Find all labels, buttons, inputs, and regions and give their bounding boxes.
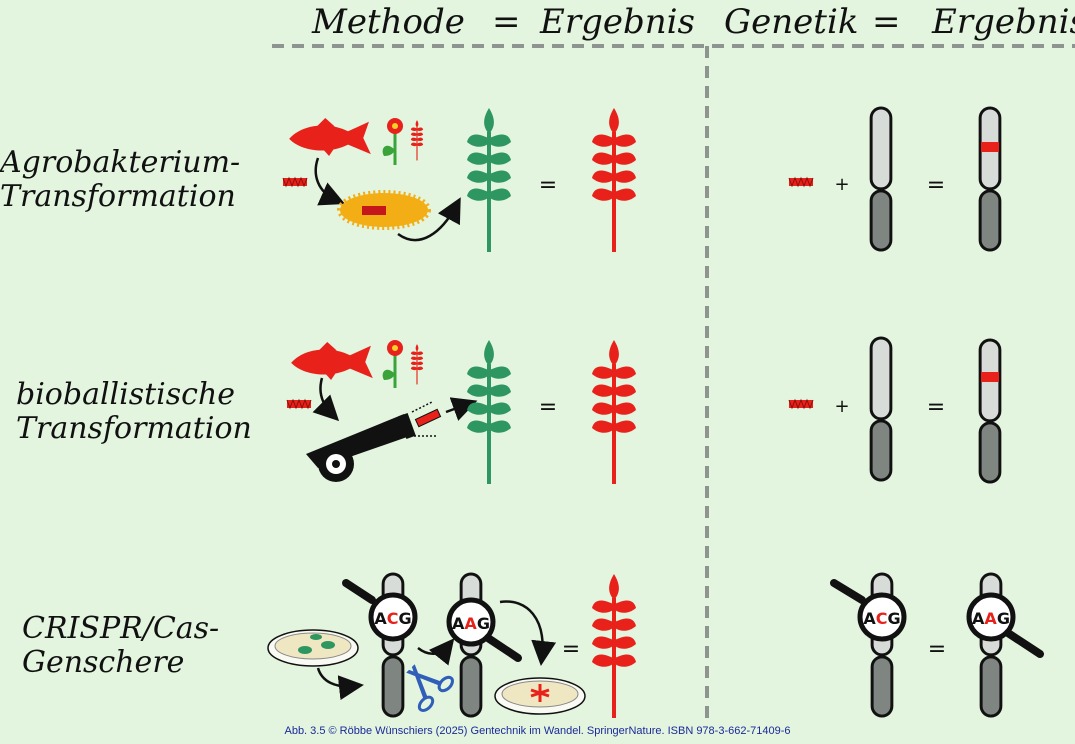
equals-symbol: = <box>562 637 580 662</box>
bacterium-icon <box>337 190 431 230</box>
dna-fragment-icon <box>414 408 442 428</box>
codon-base: C <box>387 609 399 628</box>
plus-symbol: + <box>834 174 849 195</box>
codon-base: A <box>452 614 465 633</box>
fish-icon <box>289 118 371 156</box>
row-label-line1: CRISPR/Cas- <box>22 611 220 646</box>
row-label-line2: Genschere <box>22 645 185 680</box>
magnifier-icon: ACG <box>342 579 418 642</box>
header-genetik: Genetik <box>724 2 859 42</box>
cannon-icon <box>306 401 436 482</box>
equals-symbol: = <box>928 637 946 662</box>
flower-icon <box>382 118 403 165</box>
chromosome-icon <box>869 106 893 252</box>
fish-icon <box>291 342 373 380</box>
equals-symbol: = <box>927 173 945 198</box>
row-label-line2: Transformation <box>16 411 252 446</box>
row-label-line2: Transformation <box>0 179 236 214</box>
wheat-icon-native <box>467 108 511 252</box>
dna-fragment-icon <box>286 398 312 410</box>
wheat-icon-small <box>410 120 424 161</box>
row-bioballistic: = + = <box>286 336 1002 484</box>
header-ergebnis-2: Ergebnis <box>932 2 1075 42</box>
codon-base: G <box>399 609 412 628</box>
row-label-bioballistic: bioballistische Transformation <box>16 378 252 446</box>
header-equals-2: = <box>872 2 901 42</box>
svg-text:ACG: ACG <box>863 609 900 628</box>
codon-base: A <box>863 609 876 628</box>
wheat-icon-native <box>467 340 511 484</box>
codon-base: A <box>374 609 387 628</box>
header-equals-1: = <box>492 2 521 42</box>
wheat-icon-edited <box>592 574 636 718</box>
svg-text:AAG: AAG <box>972 609 1010 628</box>
codon-base: A <box>464 614 477 633</box>
codon-base: G <box>477 614 490 633</box>
dna-fragment-icon <box>788 398 814 410</box>
magnifier-icon: ACG <box>830 579 907 642</box>
wheat-icon-transgenic <box>592 340 636 484</box>
chromosome-icon <box>869 336 893 482</box>
codon-base: A <box>984 609 997 628</box>
scissors-icon <box>406 664 454 712</box>
codon-base: C <box>876 609 888 628</box>
svg-text:AAG: AAG <box>452 614 490 633</box>
flower-icon <box>382 340 403 388</box>
chromosome-icon-modified <box>978 338 1002 484</box>
svg-text:ACG: ACG <box>374 609 411 628</box>
codon-base: G <box>997 609 1010 628</box>
equals-symbol: = <box>539 173 557 198</box>
equals-symbol: = <box>539 395 557 420</box>
row-label-agrobacterium: Agrobakterium- Transformation <box>0 146 240 214</box>
dna-fragment-icon <box>788 176 814 188</box>
codon-base: G <box>888 609 901 628</box>
petri-dish-icon <box>494 677 586 715</box>
wheat-icon-transgenic <box>592 108 636 252</box>
petri-dish-icon <box>267 629 359 667</box>
wheat-icon-small <box>410 344 424 385</box>
codon-base: A <box>972 609 985 628</box>
chromosome-icon-modified <box>978 106 1002 252</box>
equals-symbol: = <box>927 395 945 420</box>
row-label-line1: bioballistische <box>16 377 236 412</box>
header-methode: Methode <box>312 2 465 42</box>
row-crispr: ACG AAG = <box>267 572 1044 718</box>
figure-citation: Abb. 3.5 © Röbbe Wünschiers (2025) Gente… <box>284 725 791 737</box>
row-label-line1: Agrobakterium- <box>0 145 241 180</box>
row-label-crispr: CRISPR/Cas- Genschere <box>22 612 219 680</box>
dna-fragment-icon <box>282 176 308 188</box>
magnifier-icon: AAG <box>966 592 1044 658</box>
row-agrobacterium: = + = <box>282 106 1002 252</box>
plus-symbol: + <box>834 396 849 417</box>
magnifier-icon: AAG <box>446 597 522 662</box>
header-ergebnis-1: Ergebnis <box>540 2 695 42</box>
